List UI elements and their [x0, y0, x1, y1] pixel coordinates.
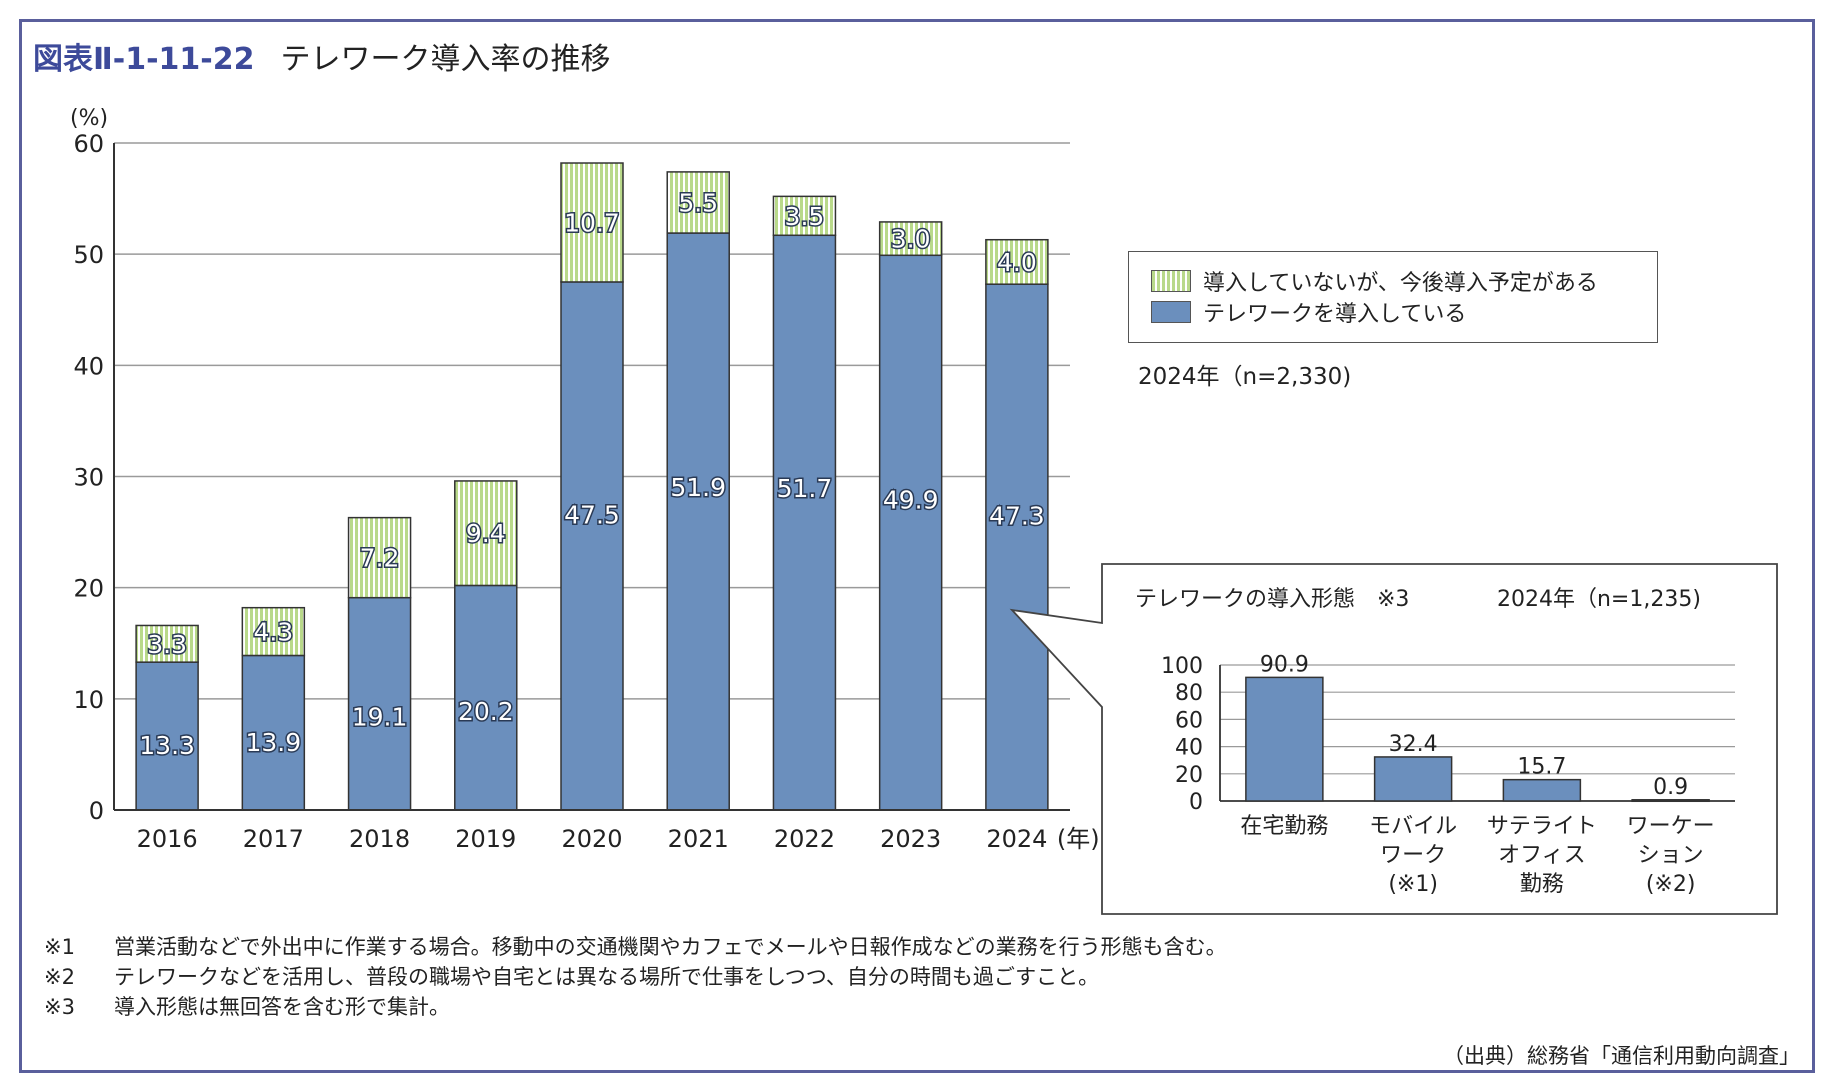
legend-swatch-adopted [1151, 301, 1191, 323]
figure-title-text: テレワーク導入率の推移 [280, 42, 611, 77]
bar-adopted [772, 234, 837, 811]
figure-title: 図表Ⅱ-1-11-22 テレワーク導入率の推移 [33, 34, 610, 78]
y-tick-label: 50 [73, 241, 104, 269]
data-label-adopted: 20.2 [458, 697, 514, 726]
data-label-planned: 4.3 [253, 618, 293, 647]
bar-planned [347, 516, 412, 599]
footnote-1: ※1 営業活動などで外出中に作業する場合。移動中の交通機関やカフェでメールや日報作… [44, 932, 1227, 962]
footnote-text: 営業活動などで外出中に作業する場合。移動中の交通機関やカフェでメールや日報作成な… [114, 935, 1227, 959]
data-label-adopted: 13.3 [139, 731, 195, 760]
bar-planned [666, 171, 730, 234]
bar-adopted [454, 584, 518, 811]
footnote-mark: ※2 [44, 965, 75, 989]
bar-adopted [985, 283, 1049, 811]
figure-frame [19, 19, 1815, 1073]
y-tick-label: 60 [73, 130, 104, 158]
x-tick-label: 2017 [243, 825, 304, 853]
data-label-planned: 3.3 [147, 630, 187, 659]
bar-adopted [347, 596, 412, 811]
legend: 導入していないが、今後導入予定がある テレワークを導入している [1128, 251, 1658, 343]
y-tick-label: 0 [89, 797, 104, 825]
y-tick-label: 30 [73, 464, 104, 492]
data-label-adopted: 19.1 [352, 703, 408, 732]
bar-planned [772, 195, 837, 237]
x-tick-label: 2021 [668, 825, 729, 853]
x-tick-label: 2016 [137, 825, 198, 853]
data-label-planned: 5.5 [678, 188, 718, 217]
footnote-mark: ※1 [44, 935, 75, 959]
data-label-planned: 9.4 [466, 519, 506, 548]
x-tick-label: 2022 [774, 825, 835, 853]
data-label-adopted: 47.3 [989, 502, 1045, 531]
bar-planned [241, 606, 306, 657]
bar-planned [878, 221, 943, 257]
bar-adopted [878, 254, 943, 811]
data-label-adopted: 49.9 [883, 485, 939, 514]
footnote-2: ※2 テレワークなどを活用し、普段の職場や自宅とは異なる場所で仕事をしつつ、自分の… [44, 962, 1227, 992]
figure-number: 図表Ⅱ-1-11-22 [33, 42, 255, 77]
x-axis-unit: (年) [1057, 825, 1100, 853]
y-tick-label: 20 [73, 575, 104, 603]
y-axis-unit: (%) [70, 106, 108, 131]
legend-item-planned: 導入していないが、今後導入予定がある [1151, 268, 1598, 296]
bar-planned [560, 162, 624, 283]
bar-planned [985, 238, 1049, 285]
x-tick-label: 2023 [880, 825, 941, 853]
data-label-planned: 3.5 [785, 202, 825, 231]
y-tick-label: 40 [73, 352, 104, 380]
bar-planned [454, 480, 518, 587]
footnote-3: ※3 導入形態は無回答を含む形で集計。 [44, 992, 1227, 1022]
legend-label-adopted: テレワークを導入している [1203, 302, 1467, 327]
data-label-adopted: 51.7 [777, 474, 833, 503]
legend-item-adopted: テレワークを導入している [1151, 299, 1467, 327]
bar-adopted [666, 232, 730, 811]
data-label-adopted: 47.5 [564, 500, 620, 529]
data-label-adopted: 51.9 [670, 473, 726, 502]
legend-swatch-planned [1151, 270, 1191, 292]
x-tick-label: 2019 [455, 825, 516, 853]
y-tick-label: 10 [73, 686, 104, 714]
x-tick-label: 2018 [349, 825, 410, 853]
data-label-planned: 4.0 [997, 248, 1037, 277]
footnotes: ※1 営業活動などで外出中に作業する場合。移動中の交通機関やカフェでメールや日報作… [44, 932, 1227, 1022]
footnote-text: テレワークなどを活用し、普段の職場や自宅とは異なる場所で仕事をしつつ、自分の時間… [114, 965, 1100, 989]
source-credit: （出典）総務省「通信利用動向調査」 [1443, 1044, 1800, 1068]
data-label-planned: 3.0 [891, 225, 931, 254]
x-tick-label: 2024 [986, 825, 1047, 853]
sample-size-note: 2024年（n=2,330) [1138, 364, 1352, 390]
bar-adopted [560, 281, 624, 811]
data-label-planned: 10.7 [564, 208, 620, 237]
data-label-adopted: 13.9 [245, 728, 301, 757]
footnote-text: 導入形態は無回答を含む形で集計。 [114, 995, 450, 1019]
data-label-planned: 7.2 [360, 544, 400, 573]
x-tick-label: 2020 [561, 825, 622, 853]
footnote-mark: ※3 [44, 995, 75, 1019]
bar-planned [135, 624, 199, 663]
legend-label-planned: 導入していないが、今後導入予定がある [1203, 271, 1598, 296]
